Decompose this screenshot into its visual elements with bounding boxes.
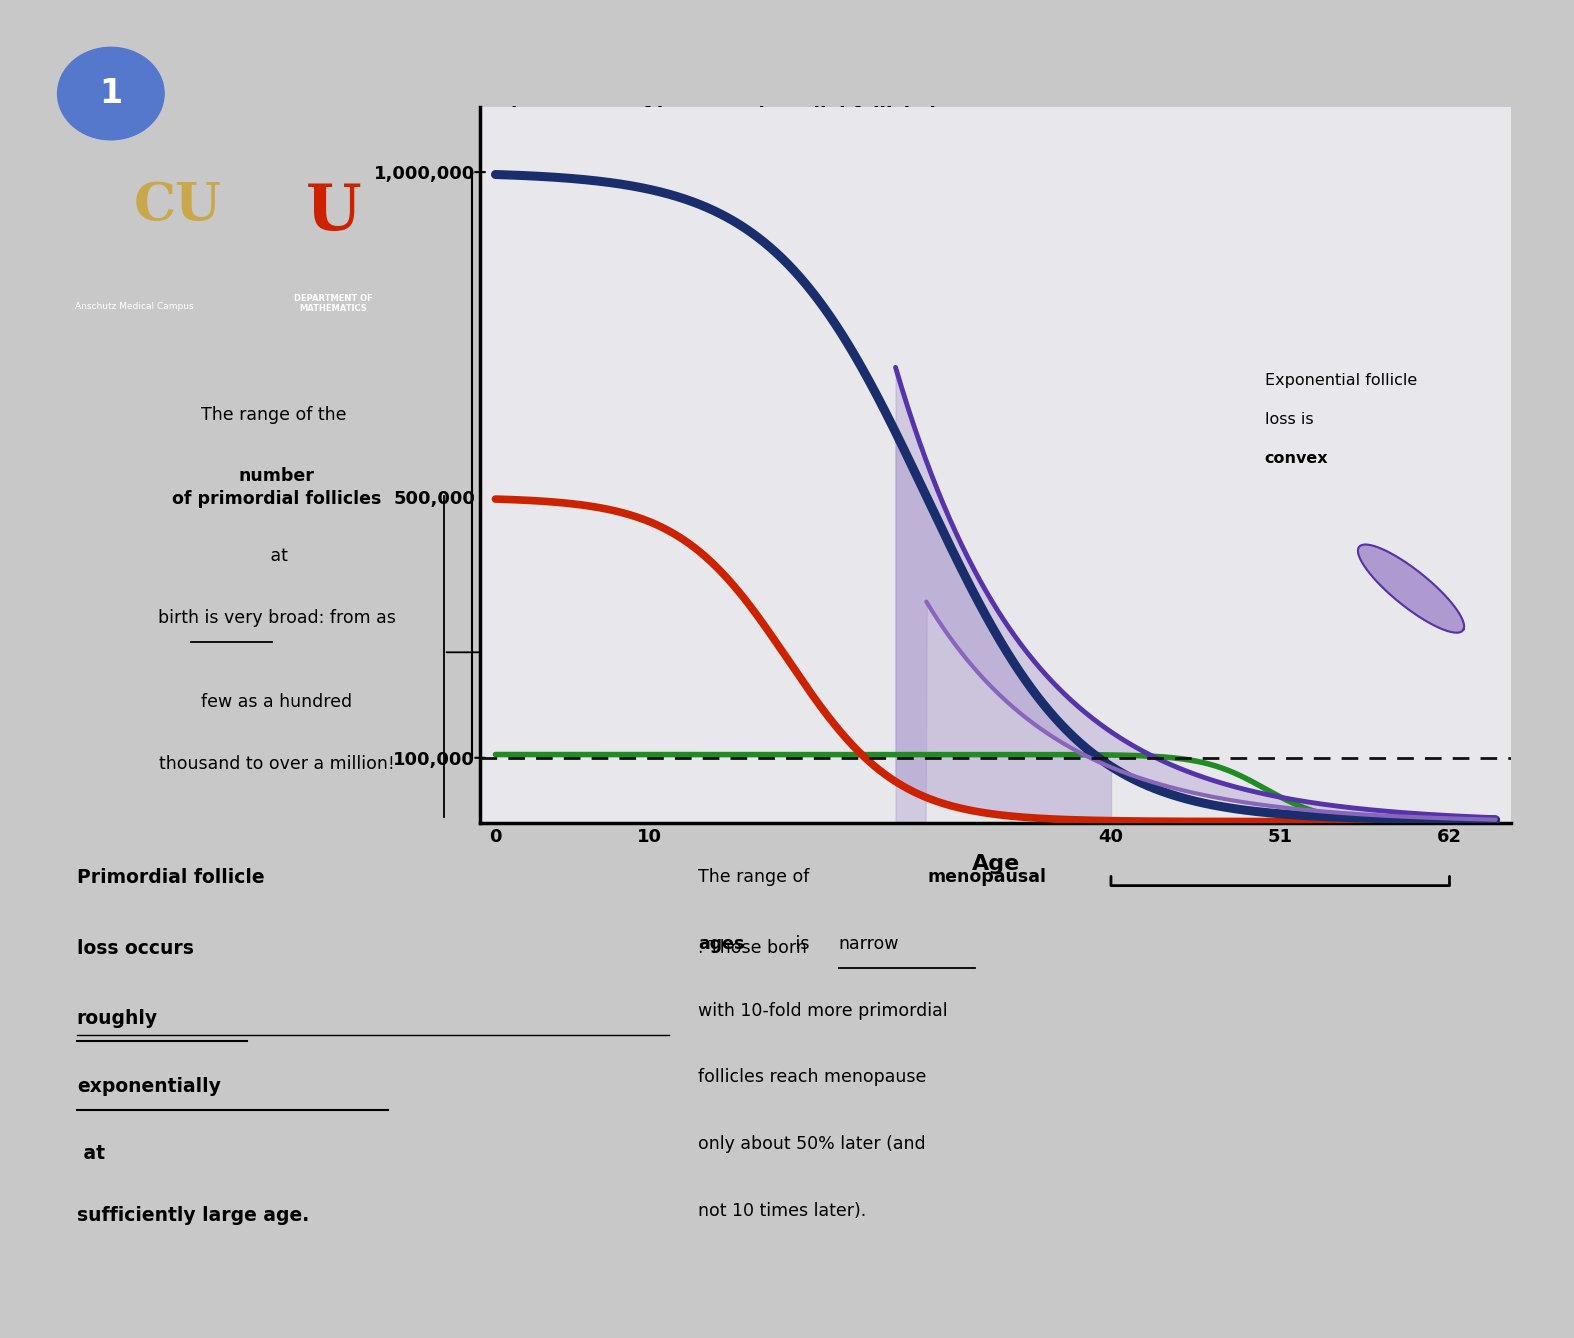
- Text: number
of primordial follicles: number of primordial follicles: [172, 467, 381, 507]
- Text: CU: CU: [134, 179, 222, 231]
- Text: ages: ages: [699, 935, 745, 953]
- Text: convex: convex: [1265, 451, 1328, 466]
- Text: at: at: [77, 1144, 105, 1163]
- Text: few as a hundred: few as a hundred: [201, 693, 353, 712]
- Text: ovarian function and fertility, there appears to be a: ovarian function and fertility, there ap…: [499, 217, 948, 235]
- Text: loss occurs: loss occurs: [77, 939, 200, 958]
- Text: The range of: The range of: [699, 868, 815, 886]
- Text: massive oversupply!: massive oversupply!: [499, 278, 680, 297]
- Text: The pattern of human primordial follicle loss:: The pattern of human primordial follicle…: [499, 107, 979, 126]
- Text: birth is very broad: from as: birth is very broad: from as: [157, 609, 395, 626]
- Text: loss is: loss is: [1265, 412, 1313, 427]
- Text: Anschutz Medical Campus: Anschutz Medical Campus: [74, 301, 194, 310]
- Text: U: U: [305, 182, 362, 244]
- Text: 1: 1: [99, 78, 123, 110]
- Polygon shape: [1358, 545, 1464, 633]
- Text: The range of the: The range of the: [201, 405, 353, 424]
- Text: . Those born: . Those born: [699, 939, 807, 957]
- Text: follicles reach menopause: follicles reach menopause: [699, 1069, 927, 1086]
- Text: Because only a few thousand follicles are relevant to: Because only a few thousand follicles ar…: [499, 155, 960, 173]
- Text: sufficiently large age.: sufficiently large age.: [77, 1206, 309, 1224]
- Text: is: is: [790, 935, 815, 953]
- Text: at: at: [264, 547, 288, 565]
- Text: Primordial follicle: Primordial follicle: [77, 868, 264, 887]
- Text: not 10 times later).: not 10 times later).: [699, 1202, 866, 1220]
- Text: roughly: roughly: [77, 1009, 157, 1029]
- Text: narrow: narrow: [839, 935, 899, 953]
- Text: DEPARTMENT OF
MATHEMATICS: DEPARTMENT OF MATHEMATICS: [294, 294, 373, 313]
- X-axis label: Age: Age: [971, 854, 1020, 874]
- Text: Exponential follicle: Exponential follicle: [1265, 373, 1417, 388]
- Text: exponentially: exponentially: [77, 1077, 220, 1096]
- Text: menopausal: menopausal: [927, 868, 1047, 886]
- Text: only about 50% later (and: only about 50% later (and: [699, 1135, 926, 1153]
- Text: with 10-fold more primordial: with 10-fold more primordial: [699, 1002, 948, 1020]
- Circle shape: [58, 47, 164, 139]
- Text: thousand to over a million!: thousand to over a million!: [159, 755, 395, 773]
